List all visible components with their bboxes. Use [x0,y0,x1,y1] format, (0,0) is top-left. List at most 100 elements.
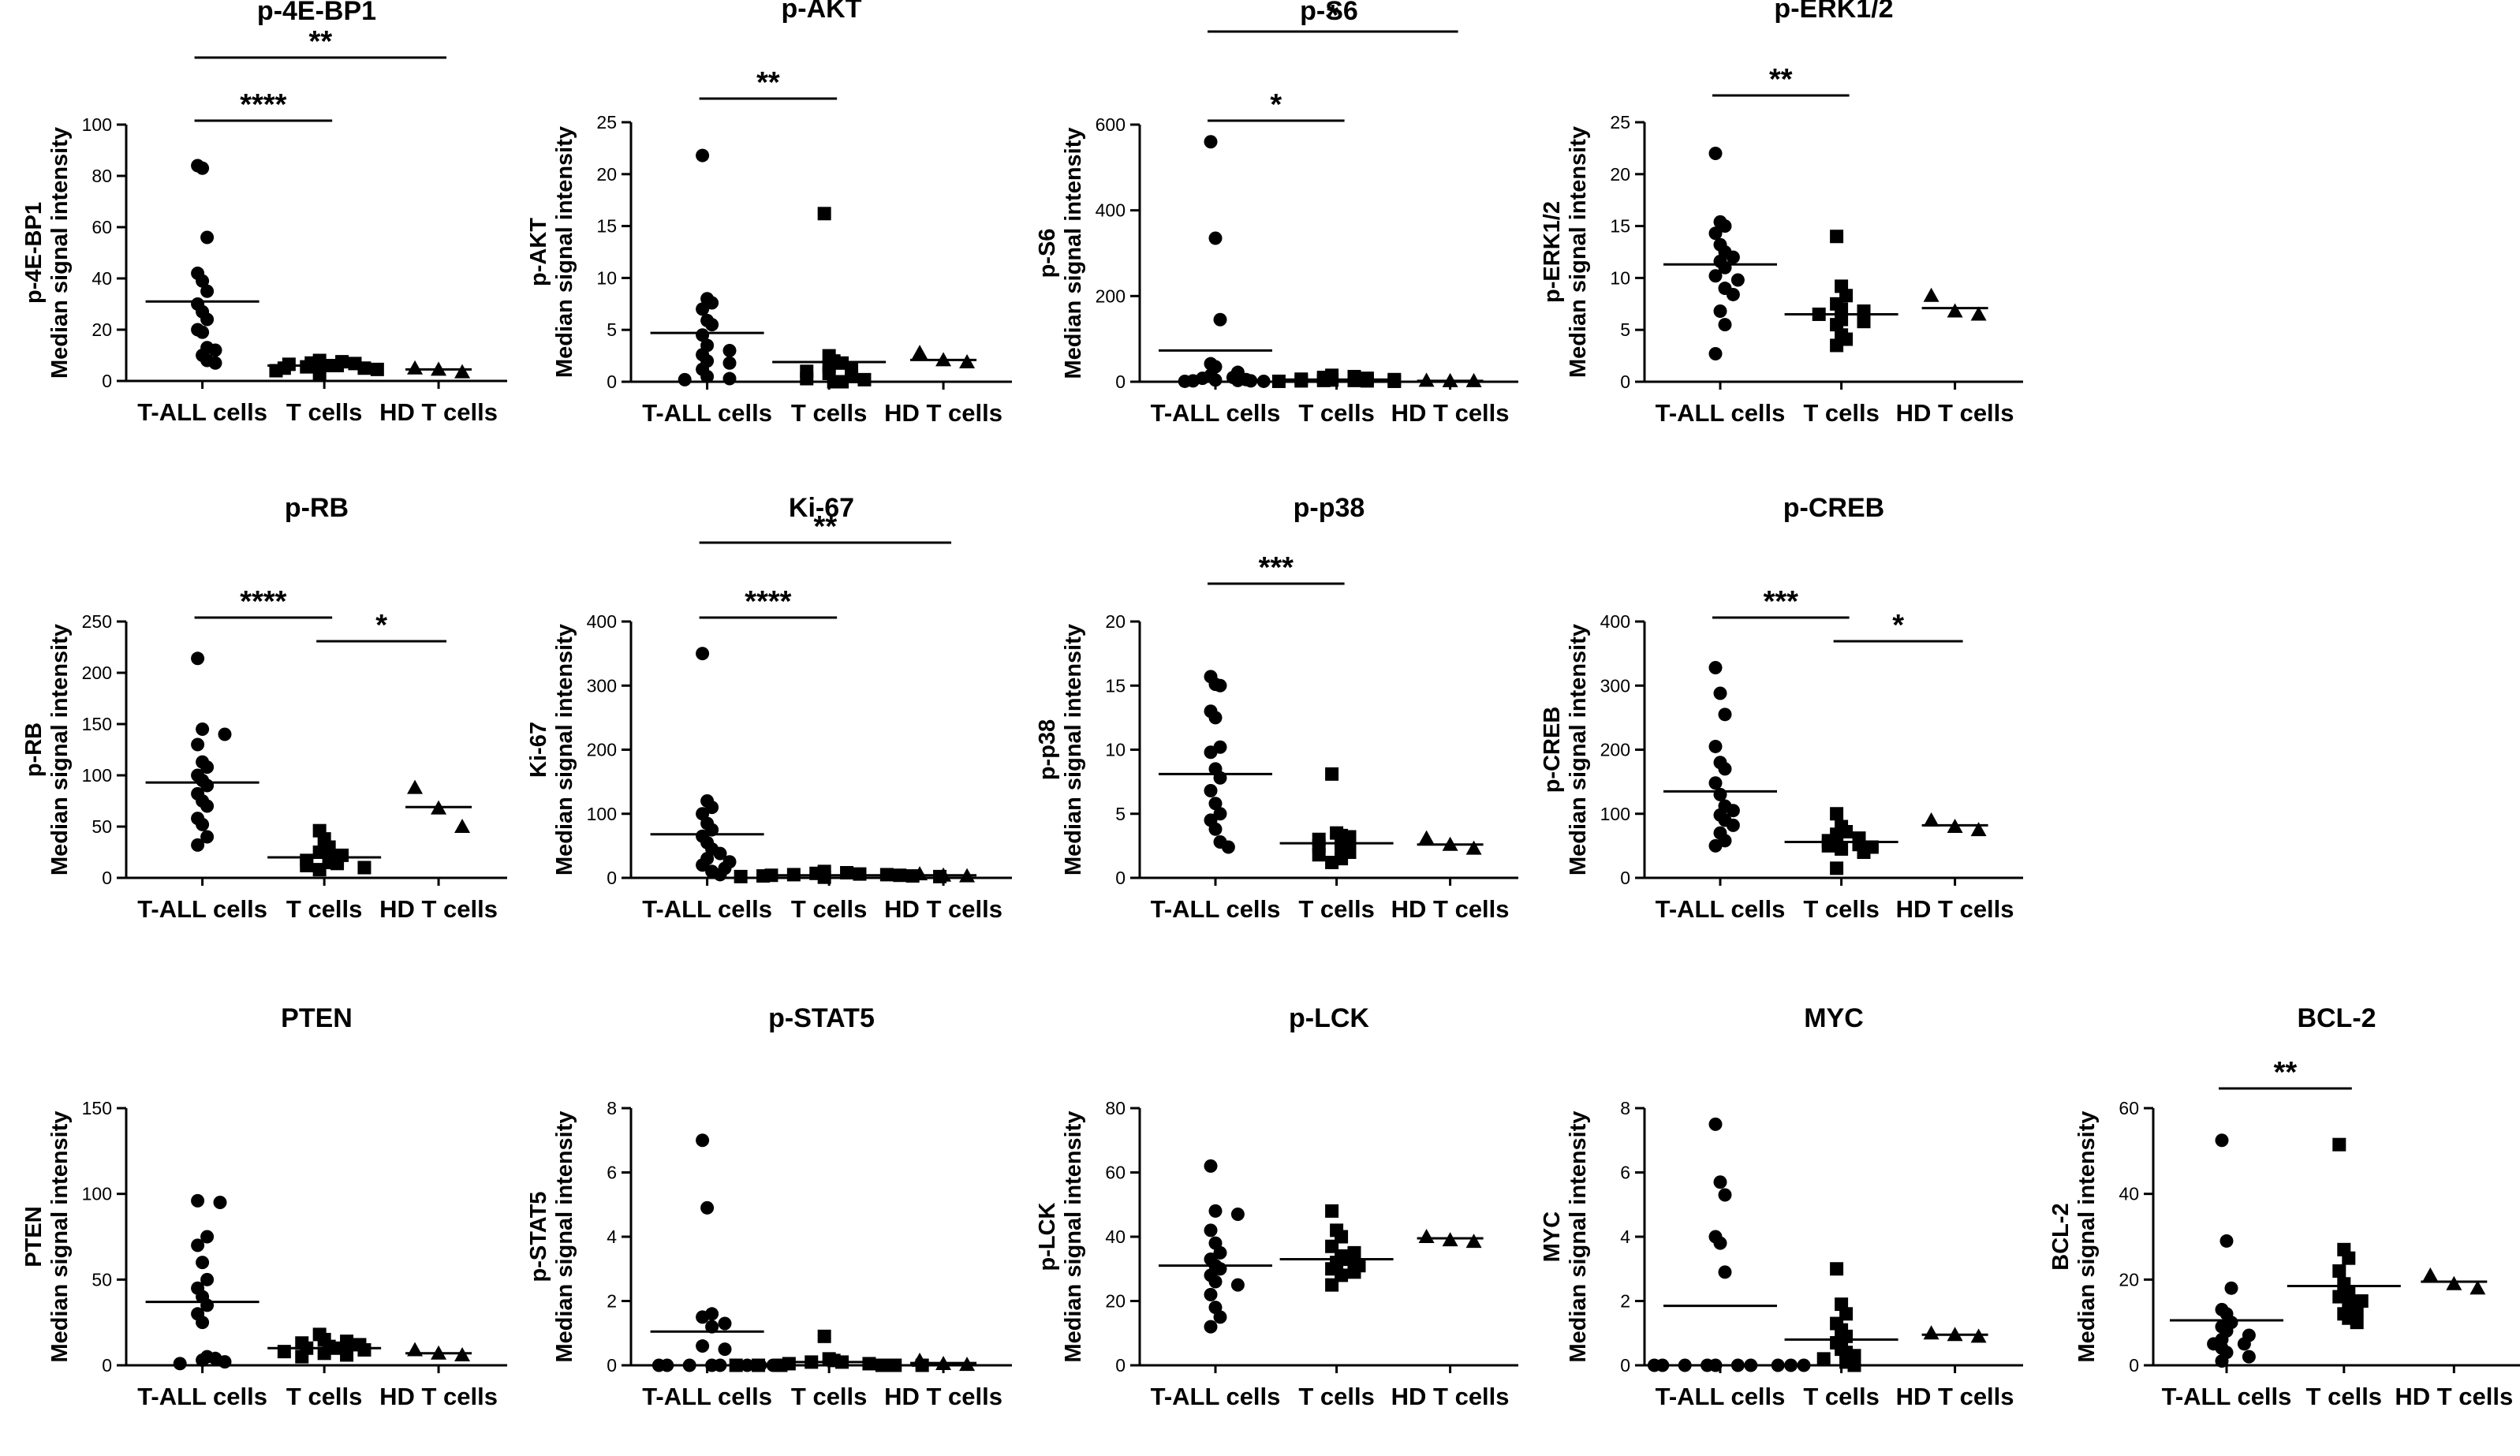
data-point-square [295,1350,309,1364]
x-category-label: HD T cells [884,399,1002,427]
data-point-square [1835,302,1849,316]
data-point-square [1821,838,1835,853]
y-tick-label: 0 [2129,1355,2139,1376]
data-point-circle [1726,818,1740,832]
panel-title: p-CREB [1783,493,1884,523]
data-point-square [1847,1358,1861,1372]
panel-p-stat5: p-STAT5 0 2 4 6 8 T-ALL cells T cells HD T cells… [526,1003,1012,1410]
data-point-square [330,359,345,372]
data-point-circle [705,801,719,815]
data-point-square [1347,1265,1361,1279]
x-category-label: T-ALL cells [137,1383,267,1410]
y-tick-label: 0 [607,1355,617,1376]
data-point-circle [191,651,205,666]
data-point-square [862,1357,876,1371]
x-category-label: T-ALL cells [1656,895,1786,923]
data-point-triangle [1442,1232,1458,1247]
panel-title: p-ERK1/2 [1774,0,1893,24]
panel-p-4e-bp1: p-4E-BP1 0 20 40 60 80 100 T-ALL cells T cells HD… [21,0,507,426]
data-point-circle [696,1133,710,1148]
data-point-square [2332,1264,2346,1278]
y-tick-label: 25 [1610,112,1630,133]
y-axis-marker-label: p-STAT5 [526,1192,551,1282]
y-axis-marker-label: p-p38 [1035,719,1060,780]
y-tick-label: 0 [1115,868,1126,888]
data-point-square [2350,1316,2364,1330]
x-category-label: T-ALL cells [1151,399,1281,427]
panel-p-p38: p-p38 0 5 10 15 20 T-ALL cells T cells HD T cell… [1035,493,1518,923]
data-point-circle [1718,1265,1732,1279]
data-point-square [1325,1204,1339,1218]
y-axis-label: Median signal intensity [2074,1111,2100,1362]
y-tick-label: 8 [607,1098,617,1118]
y-tick-label: 150 [82,1098,112,1118]
data-point-triangle [1442,372,1458,387]
data-point-circle [705,296,719,310]
data-point-circle [1730,1358,1745,1372]
data-point-circle [196,325,210,339]
y-tick-label: 40 [1105,1226,1126,1247]
panel-title: p-AKT [782,0,862,24]
y-tick-label: 20 [1105,1291,1126,1312]
data-point-square [893,868,907,883]
x-category-label: T-ALL cells [1151,895,1281,923]
y-axis-marker-label: PTEN [21,1206,47,1267]
data-point-square [312,863,327,877]
y-axis-marker-label: p-S6 [1035,229,1060,278]
data-point-square [330,857,345,871]
data-point-triangle [912,1352,928,1367]
data-point-circle [200,1230,215,1244]
data-point-circle [1718,1188,1732,1202]
data-point-circle [713,868,727,882]
panel-ki-67: Ki-67 0 100 200 300 400 T-ALL cells T cells HD T… [526,493,1012,923]
data-point-circle [1708,838,1723,853]
x-category-label: T-ALL cells [642,1383,772,1410]
data-point-circle [191,737,205,752]
data-point-square [817,1329,831,1343]
y-tick-label: 5 [1115,804,1126,824]
data-point-triangle [2446,1275,2462,1290]
data-point-circle [1230,373,1245,387]
y-axis-label: Median signal intensity [1566,1111,1591,1362]
y-tick-label: 200 [82,663,112,683]
significance-label: *** [1764,585,1799,618]
data-point-square [1312,848,1326,862]
data-point-triangle [959,353,976,368]
y-axis-label: Median signal intensity [1061,1111,1086,1362]
data-point-circle [722,371,737,386]
data-point-circle [705,1320,719,1334]
data-point-triangle [1947,303,1963,318]
data-point-square [269,364,283,378]
data-point-circle [1208,822,1223,836]
y-tick-label: 0 [1115,1355,1126,1376]
y-tick-label: 0 [1620,1355,1630,1376]
data-point-circle [1726,250,1740,264]
data-point-circle [1204,135,1218,149]
panel-p-creb: p-CREB 0 100 200 300 400 T-ALL cells T cells HD … [1540,493,2023,923]
y-axis-marker-label: Ki-67 [526,722,551,778]
x-category-label: T-ALL cells [1151,1383,1281,1410]
x-category-label: HD T cells [379,895,498,923]
data-point-circle [191,1193,205,1208]
data-point-circle [1708,739,1723,753]
data-point-circle [1204,1320,1218,1334]
data-point-square [817,870,831,884]
data-point-triangle [1970,306,1987,321]
data-point-square [277,1345,291,1359]
data-point-circle [1718,318,1732,332]
y-tick-label: 0 [1620,868,1630,888]
y-tick-label: 0 [607,868,617,888]
y-axis-label: Median signal intensity [1566,126,1591,378]
data-point-triangle [454,364,471,379]
data-point-circle [1744,1358,1758,1372]
data-point-circle [200,230,215,245]
y-tick-label: 200 [587,740,617,760]
data-point-circle [718,1342,732,1357]
x-category-label: HD T cells [1896,399,2014,427]
y-tick-label: 15 [1105,675,1126,696]
y-tick-label: 10 [1610,267,1630,288]
x-category-label: T cells [286,895,363,923]
y-tick-label: 5 [1620,319,1630,340]
y-tick-label: 10 [1105,740,1126,760]
